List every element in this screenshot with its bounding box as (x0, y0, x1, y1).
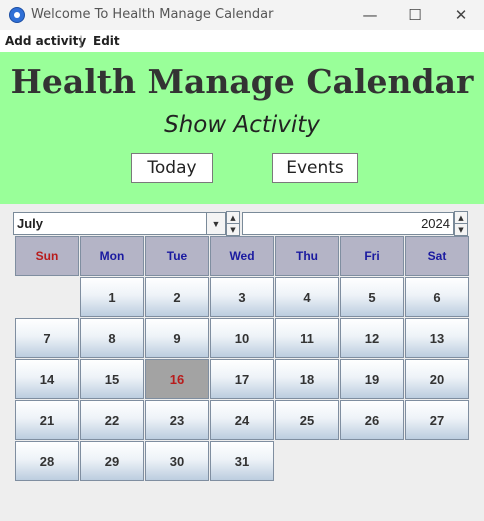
calendar-day[interactable]: 5 (340, 277, 404, 317)
calendar-day[interactable]: 3 (210, 277, 274, 317)
spinner-down-icon[interactable]: ▼ (230, 225, 236, 234)
calendar-day[interactable]: 8 (80, 318, 144, 358)
calendar-day[interactable]: 31 (210, 441, 274, 481)
maximize-button[interactable]: ☐ (408, 6, 422, 24)
calendar-day-today[interactable]: 16 (145, 359, 209, 399)
menu-bar: Add activity | Edit (0, 30, 484, 52)
calendar-grid: Sun Mon Tue Wed Thu Fri Sat 1 2 3 4 5 6 7 8 9 10 11 12 13 14… (15, 236, 470, 482)
calendar-day[interactable]: 14 (15, 359, 79, 399)
calendar-day[interactable]: 18 (275, 359, 339, 399)
menu-edit[interactable]: Edit (93, 34, 120, 48)
calendar-day[interactable]: 7 (15, 318, 79, 358)
title-bar: Welcome To Health Manage Calendar — ☐ ✕ (0, 0, 484, 30)
weekday-header-fri: Fri (340, 236, 404, 276)
weekday-header-wed: Wed (210, 236, 274, 276)
weekday-header-thu: Thu (275, 236, 339, 276)
calendar-day[interactable]: 4 (275, 277, 339, 317)
calendar-day[interactable]: 29 (80, 441, 144, 481)
spinner-up-icon[interactable]: ▲ (455, 212, 467, 224)
app-logo-icon (9, 7, 25, 23)
month-value: July (17, 216, 44, 231)
header-panel: Health Manage Calendar Show Activity Tod… (0, 52, 484, 204)
calendar-day[interactable]: 1 (80, 277, 144, 317)
calendar-day[interactable]: 30 (145, 441, 209, 481)
window-title: Welcome To Health Manage Calendar (31, 7, 274, 22)
calendar-day[interactable]: 25 (275, 400, 339, 440)
spinner-up-icon[interactable]: ▲ (227, 212, 239, 224)
month-spinner[interactable]: ▲ ▼ (226, 211, 240, 236)
weekday-header-sat: Sat (405, 236, 469, 276)
calendar-day[interactable]: 19 (340, 359, 404, 399)
page-title: Health Manage Calendar (10, 62, 474, 101)
calendar-day[interactable]: 20 (405, 359, 469, 399)
minimize-button[interactable]: — (362, 6, 378, 24)
calendar-day[interactable]: 13 (405, 318, 469, 358)
weekday-header-sun: Sun (15, 236, 79, 276)
calendar-day[interactable]: 22 (80, 400, 144, 440)
chevron-down-icon[interactable]: ▼ (206, 213, 225, 234)
calendar-day[interactable]: 15 (80, 359, 144, 399)
menu-separator: | (79, 34, 84, 48)
calendar-day[interactable]: 26 (340, 400, 404, 440)
calendar-day[interactable]: 12 (340, 318, 404, 358)
calendar-day[interactable]: 27 (405, 400, 469, 440)
calendar-day[interactable]: 2 (145, 277, 209, 317)
year-spinner[interactable]: ▲ ▼ (454, 211, 468, 236)
month-select[interactable]: July ▼ (13, 212, 226, 235)
calendar-day[interactable]: 11 (275, 318, 339, 358)
today-button[interactable]: Today (131, 153, 213, 183)
calendar-day[interactable]: 9 (145, 318, 209, 358)
close-button[interactable]: ✕ (454, 6, 468, 24)
calendar-day[interactable]: 28 (15, 441, 79, 481)
spinner-down-icon[interactable]: ▼ (458, 225, 464, 234)
calendar-day[interactable]: 21 (15, 400, 79, 440)
calendar-day[interactable]: 17 (210, 359, 274, 399)
menu-add-activity[interactable]: Add activity (5, 34, 87, 48)
weekday-header-tue: Tue (145, 236, 209, 276)
events-button[interactable]: Events (272, 153, 358, 183)
calendar-day[interactable]: 24 (210, 400, 274, 440)
calendar-day[interactable]: 6 (405, 277, 469, 317)
page-subtitle: Show Activity (164, 112, 320, 138)
weekday-header-mon: Mon (80, 236, 144, 276)
year-input[interactable]: 2024 (242, 212, 454, 235)
calendar-day[interactable]: 10 (210, 318, 274, 358)
calendar-day[interactable]: 23 (145, 400, 209, 440)
